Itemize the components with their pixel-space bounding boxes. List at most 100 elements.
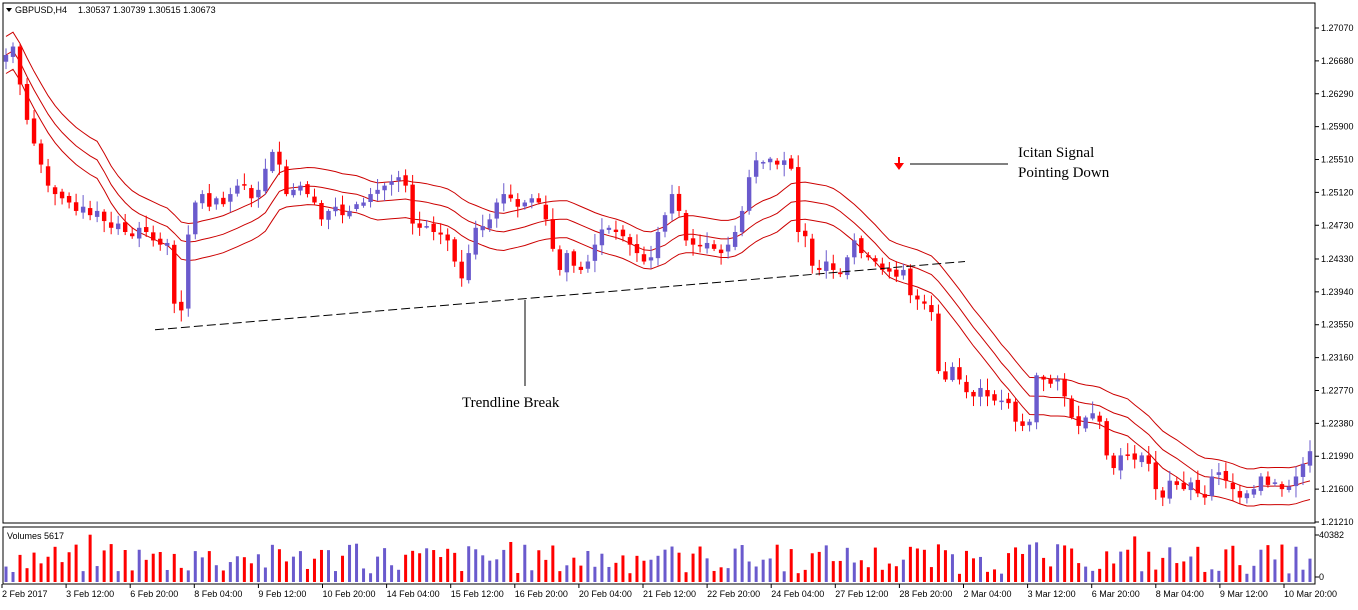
x-tick-label: 27 Feb 12:00 [835, 589, 888, 599]
candle-bull [901, 269, 906, 276]
volume-bar [1238, 565, 1242, 582]
candle-bear [277, 151, 282, 165]
candle-bear [1160, 490, 1165, 498]
volume-bar [214, 565, 218, 582]
volume-bar [1126, 549, 1130, 582]
volume-bar [404, 554, 408, 582]
candle-bull [473, 227, 478, 255]
volume-bar [46, 556, 50, 582]
volume-bar [172, 553, 176, 582]
volume-bar [565, 565, 569, 582]
volume-bar [642, 560, 646, 582]
candle-bear [1111, 455, 1116, 469]
volume-bar [593, 566, 597, 582]
volume-bar [186, 570, 190, 582]
candle-bull [1251, 489, 1257, 495]
x-tick-label: 15 Feb 12:00 [451, 589, 504, 599]
candle-bear [789, 158, 794, 169]
candle-bull [599, 229, 605, 246]
header-symbol: GBPUSD,H4 [15, 5, 67, 15]
volume-bar [270, 544, 274, 582]
candle-bull [1258, 476, 1264, 491]
candle-bear [1202, 494, 1208, 498]
volume-bar [165, 569, 169, 582]
volume-bar [1259, 549, 1263, 582]
candle-bear [45, 166, 51, 186]
volume-bar [1133, 536, 1137, 582]
candle-bear [431, 223, 436, 233]
volume-bar [130, 570, 134, 582]
volume-bar [312, 558, 316, 582]
candle-bear [690, 238, 696, 245]
volume-bar [803, 569, 807, 582]
volume-bar [649, 559, 653, 582]
volume-bar [376, 556, 380, 582]
volume-bar [572, 557, 576, 582]
candle-bear [922, 301, 927, 304]
volume-bar [677, 552, 681, 582]
candle-bull [354, 204, 359, 210]
volume-bar [943, 550, 947, 582]
volume-bar [838, 560, 842, 582]
candle-bull [1300, 463, 1306, 477]
volume-bar [81, 571, 85, 582]
volume-bar [993, 569, 997, 582]
candle-bull [480, 226, 485, 231]
candle-bull [333, 206, 338, 212]
volume-bar [719, 567, 723, 582]
candle-bear [340, 204, 345, 216]
volume-bar [600, 553, 604, 582]
candle-bull [1244, 493, 1250, 499]
volume-bar [509, 541, 513, 582]
volume-bar [1021, 553, 1025, 582]
candle-bull [270, 151, 275, 172]
price-tick-label: 1.23160 [1321, 353, 1354, 363]
volume-bar [383, 548, 387, 582]
candle-bear [992, 394, 997, 401]
candle-bear [417, 223, 422, 228]
volume-bar [284, 561, 288, 582]
candle-bear [887, 268, 892, 272]
volume-bar [137, 549, 141, 582]
candle-bear [508, 194, 513, 199]
volume-bar [894, 566, 898, 582]
volume-bar [1217, 570, 1221, 582]
candle-bull [361, 202, 366, 206]
volume-bar [775, 544, 779, 582]
volume-bar [1294, 546, 1298, 582]
candle-bear [1041, 376, 1046, 380]
price-tick-label: 1.23940 [1321, 287, 1354, 297]
volume-bar [249, 563, 253, 582]
volume-bar [922, 549, 926, 582]
volume-tick-label: 40382 [1319, 530, 1344, 540]
volume-bar [453, 552, 457, 582]
candle-bear [158, 238, 163, 245]
volume-bar [614, 562, 618, 582]
candle-bear [536, 198, 542, 203]
volume-bar [362, 568, 366, 582]
volume-bar [1273, 559, 1277, 582]
volume-bar [950, 554, 954, 582]
volume-bar [663, 549, 667, 582]
volume-bar [488, 560, 492, 582]
candle-bull [1139, 455, 1144, 463]
volume-bar [1154, 569, 1158, 582]
price-tick-label: 1.24330 [1321, 254, 1354, 264]
volume-bar [397, 569, 401, 582]
candle-bull [845, 257, 850, 276]
candle-bull [704, 242, 710, 249]
candle-bull [494, 202, 499, 219]
volume-bar [936, 544, 940, 582]
candle-bull [725, 244, 731, 252]
volume-bar [355, 543, 359, 582]
candle-bear [543, 204, 549, 220]
candle-bear [144, 227, 149, 233]
price-y-axis: 1.27070 1.26680 1.26290 1.25900 1.25510 1.251… [1315, 23, 1354, 527]
x-tick-label: 24 Feb 04:00 [771, 589, 824, 599]
dropdown-triangle-icon[interactable] [6, 8, 12, 12]
candle-bull [529, 198, 535, 203]
candle-bear [445, 234, 450, 241]
candle-bull [375, 189, 380, 194]
candle-bull [501, 194, 506, 204]
